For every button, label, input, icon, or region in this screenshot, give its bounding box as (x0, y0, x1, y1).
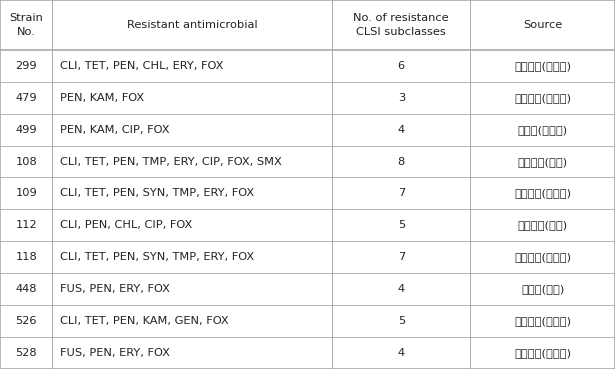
Text: CLI, TET, PEN, CHL, ERY, FOX: CLI, TET, PEN, CHL, ERY, FOX (60, 61, 224, 71)
Text: 돼지고기(칠레): 돼지고기(칠레) (518, 220, 568, 230)
Text: 108: 108 (15, 156, 37, 166)
Text: CLI, TET, PEN, SYN, TMP, ERY, FOX: CLI, TET, PEN, SYN, TMP, ERY, FOX (60, 252, 255, 262)
Text: 5: 5 (398, 316, 405, 326)
Text: PEN, KAM, FOX: PEN, KAM, FOX (60, 93, 145, 103)
Text: 6: 6 (398, 61, 405, 71)
Text: 118: 118 (15, 252, 37, 262)
Text: 오리고기(국내산): 오리고기(국내산) (514, 93, 571, 103)
Text: 돼지고기(덴마크): 돼지고기(덴마크) (514, 252, 571, 262)
Text: PEN, KAM, CIP, FOX: PEN, KAM, CIP, FOX (60, 125, 170, 135)
Text: 499: 499 (15, 125, 37, 135)
Text: CLI, TET, PEN, KAM, GEN, FOX: CLI, TET, PEN, KAM, GEN, FOX (60, 316, 229, 326)
Text: Source: Source (523, 20, 562, 30)
Text: FUS, PEN, ERY, FOX: FUS, PEN, ERY, FOX (60, 348, 170, 358)
Text: 526: 526 (15, 316, 37, 326)
Text: CLI, PEN, CHL, CIP, FOX: CLI, PEN, CHL, CIP, FOX (60, 220, 192, 230)
Text: 7: 7 (398, 189, 405, 199)
Text: 112: 112 (15, 220, 37, 230)
Text: 8: 8 (398, 156, 405, 166)
Text: 돼지고기(독일): 돼지고기(독일) (518, 156, 568, 166)
Text: 528: 528 (15, 348, 37, 358)
Text: 4: 4 (398, 125, 405, 135)
Text: Resistant antimicrobial: Resistant antimicrobial (127, 20, 258, 30)
Text: 299: 299 (15, 61, 37, 71)
Text: 7: 7 (398, 252, 405, 262)
Text: No. of resistance
CLSI subclasses: No. of resistance CLSI subclasses (354, 13, 449, 37)
Text: 5: 5 (398, 220, 405, 230)
Text: 돼지고기(국내산): 돼지고기(국내산) (514, 61, 571, 71)
Text: CLI, TET, PEN, SYN, TMP, ERY, FOX: CLI, TET, PEN, SYN, TMP, ERY, FOX (60, 189, 255, 199)
Text: 448: 448 (15, 284, 37, 294)
Text: 479: 479 (15, 93, 37, 103)
Text: 돼지고기(덴마크): 돼지고기(덴마크) (514, 189, 571, 199)
Text: 4: 4 (398, 348, 405, 358)
Text: 소고기(국내산): 소고기(국내산) (518, 125, 568, 135)
Text: Strain
No.: Strain No. (9, 13, 43, 37)
Text: 3: 3 (398, 93, 405, 103)
Text: 소고기(미국): 소고기(미국) (521, 284, 565, 294)
Text: 4: 4 (398, 284, 405, 294)
Text: 109: 109 (15, 189, 37, 199)
Text: 돼지고기(스페인): 돼지고기(스페인) (514, 316, 571, 326)
Text: CLI, TET, PEN, TMP, ERY, CIP, FOX, SMX: CLI, TET, PEN, TMP, ERY, CIP, FOX, SMX (60, 156, 282, 166)
Text: FUS, PEN, ERY, FOX: FUS, PEN, ERY, FOX (60, 284, 170, 294)
Text: 돼지고기(멕시코): 돼지고기(멕시코) (514, 348, 571, 358)
